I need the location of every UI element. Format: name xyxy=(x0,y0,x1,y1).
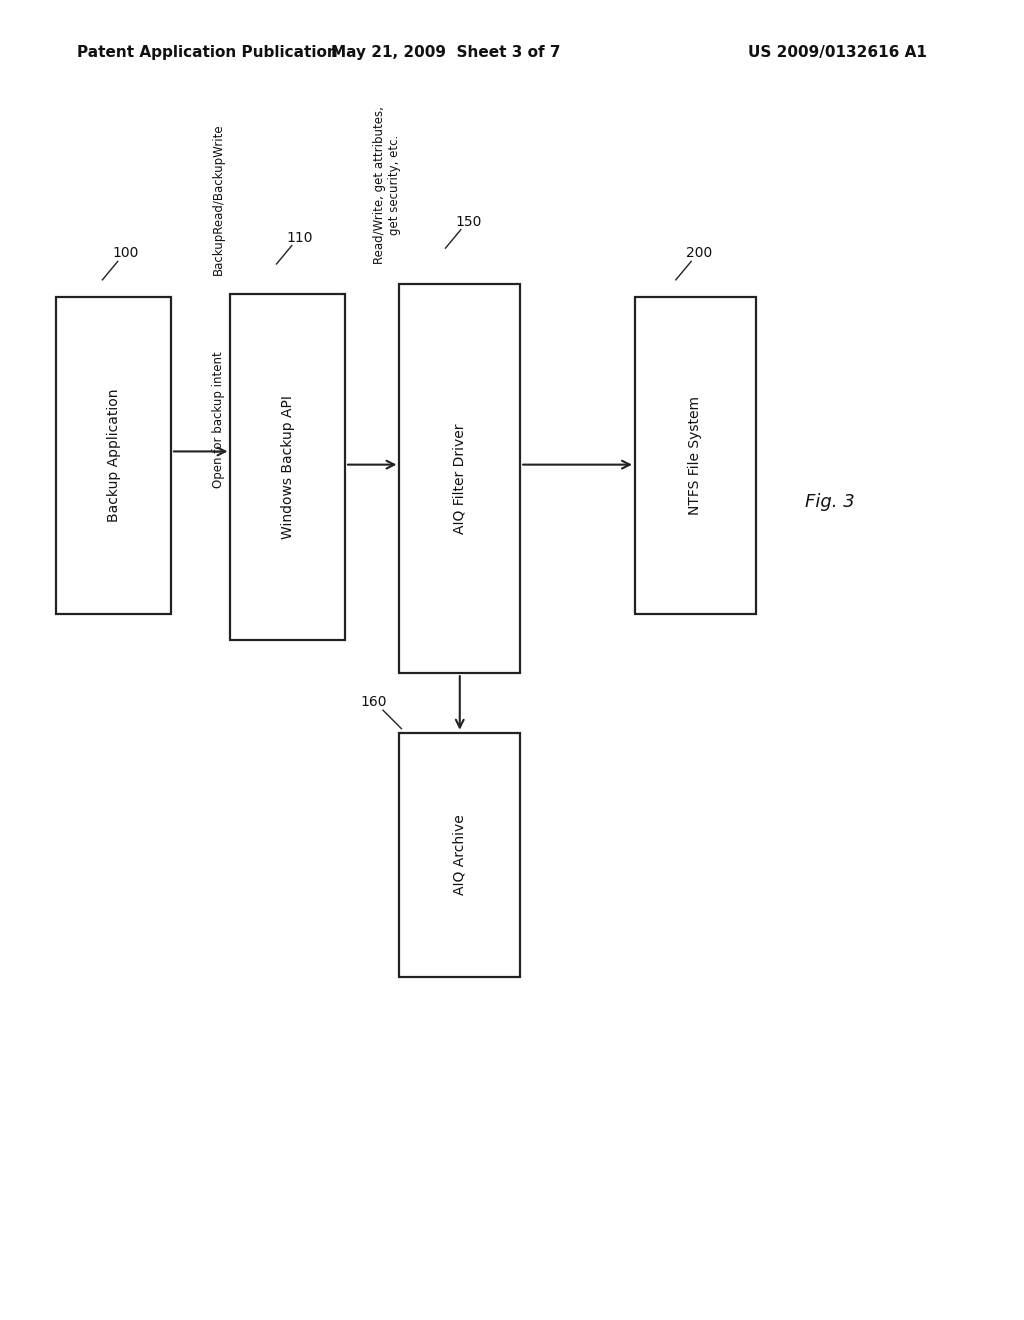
Bar xyxy=(230,294,345,640)
Text: BackupRead/BackupWrite: BackupRead/BackupWrite xyxy=(212,123,224,275)
Text: Read/Write, get attributes,
get security, etc.: Read/Write, get attributes, get security… xyxy=(373,106,401,264)
Text: 100: 100 xyxy=(113,247,139,260)
Bar xyxy=(399,284,520,673)
Bar xyxy=(56,297,171,614)
Text: Fig. 3: Fig. 3 xyxy=(805,492,854,511)
Text: NTFS File System: NTFS File System xyxy=(688,396,702,515)
Text: 110: 110 xyxy=(287,231,313,244)
Text: 200: 200 xyxy=(686,247,713,260)
Text: AIQ Filter Driver: AIQ Filter Driver xyxy=(453,424,467,533)
Text: May 21, 2009  Sheet 3 of 7: May 21, 2009 Sheet 3 of 7 xyxy=(331,45,560,61)
Text: Windows Backup API: Windows Backup API xyxy=(281,396,295,539)
Text: Backup Application: Backup Application xyxy=(106,388,121,523)
Text: Patent Application Publication: Patent Application Publication xyxy=(77,45,338,61)
Text: 150: 150 xyxy=(456,215,482,228)
Bar xyxy=(399,733,520,977)
Text: AIQ Archive: AIQ Archive xyxy=(453,814,467,895)
Text: 160: 160 xyxy=(360,696,387,709)
Bar xyxy=(635,297,756,614)
Text: US 2009/0132616 A1: US 2009/0132616 A1 xyxy=(748,45,927,61)
Text: Open for backup intent: Open for backup intent xyxy=(212,351,224,488)
